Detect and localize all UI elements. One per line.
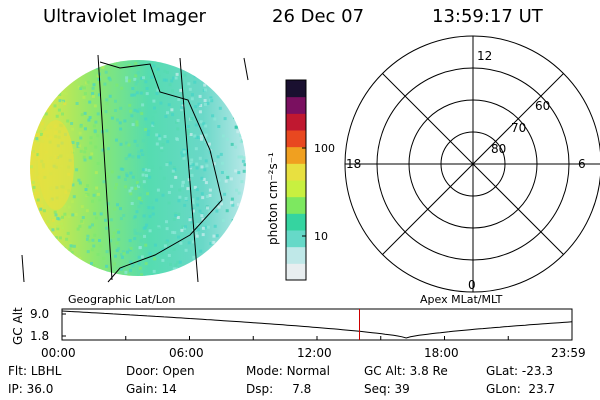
mlat-label-70: 70	[511, 121, 526, 135]
longitude-line-west	[97, 54, 113, 281]
status-value: 14	[161, 382, 177, 396]
status-key: GLon:	[486, 382, 521, 396]
status-glat: GLat: -23.3	[486, 364, 553, 378]
status-key: Door:	[126, 364, 159, 378]
color-bar-band	[286, 246, 306, 264]
altitude-curve	[61, 310, 573, 339]
color-bar-band	[286, 96, 306, 114]
geo-caption: Geographic Lat/Lon	[68, 293, 175, 306]
mlt-label-18: 18	[346, 157, 361, 171]
status-value: 7.8	[292, 382, 312, 396]
timeline-ytick-high: 9.0	[30, 307, 49, 321]
color-bar-band	[286, 230, 306, 248]
instrument-title: Ultraviolet Imager	[43, 6, 206, 27]
status-door: Door: Open	[126, 364, 195, 378]
color-bar-band	[286, 113, 306, 131]
status-seq: Seq: 39	[364, 382, 410, 396]
status-key: Dsp:	[246, 382, 274, 396]
status-ip: IP: 36.0	[8, 382, 53, 396]
color-bar-label: photon cm⁻²s⁻¹	[266, 152, 280, 245]
timeline-xtick-label: 12:00	[297, 346, 332, 360]
timeline-frame	[61, 308, 573, 341]
date-label: 26 Dec 07	[272, 6, 365, 27]
status-value: -23.3	[521, 364, 553, 378]
altitude-timeline: GC Alt 9.0 1.8 00:00 06:00 12:00 18:00 2…	[11, 307, 586, 360]
status-value: 3.8 Re	[409, 364, 448, 378]
color-bar: 100 10 photon cm⁻²s⁻¹	[266, 79, 335, 281]
status-gc-alt: GC Alt: 3.8 Re	[364, 364, 448, 378]
timeline-xtick-label: 00:00	[41, 346, 76, 360]
mlt-label-6: 6	[578, 157, 586, 171]
status-mode: Mode: Normal	[246, 364, 330, 378]
status-glon: GLon: 23.7	[486, 382, 555, 396]
longitude-line-east	[179, 57, 199, 283]
color-bar-band	[286, 213, 306, 231]
status-gain: Gain: 14	[126, 382, 177, 396]
limb-tick	[243, 57, 249, 81]
timeline-xtick-label: 06:00	[169, 346, 204, 360]
color-bar-band	[286, 130, 306, 148]
mlt-label-0: 0	[468, 278, 476, 292]
timeline-axis-label: GC Alt	[11, 307, 25, 345]
status-key: Flt:	[8, 364, 27, 378]
timeline-xtick-label: 23:59	[551, 346, 586, 360]
status-value: Normal	[286, 364, 330, 378]
polar-plot	[344, 35, 600, 293]
color-bar-tick: 100	[314, 142, 335, 155]
color-bar-band	[286, 146, 306, 164]
status-value: Open	[162, 364, 195, 378]
status-dsp: Dsp: 7.8	[246, 382, 311, 396]
status-key: Mode:	[246, 364, 283, 378]
status-value: 23.7	[528, 382, 556, 396]
color-bar-band	[286, 163, 306, 181]
color-bar-band	[286, 196, 306, 214]
status-key: IP:	[8, 382, 23, 396]
color-bar-band	[286, 263, 306, 281]
mlt-label-12: 12	[477, 49, 492, 63]
time-label: 13:59:17 UT	[432, 6, 543, 27]
status-key: GLat:	[486, 364, 519, 378]
status-value: LBHL	[30, 364, 62, 378]
timeline-ytick-low: 1.8	[30, 329, 49, 343]
status-value: 39	[394, 382, 410, 396]
polar-diagonal	[382, 73, 564, 255]
status-key: Gain:	[126, 382, 158, 396]
color-bar-band	[286, 180, 306, 198]
timeline-xtick-label: 18:00	[424, 346, 459, 360]
status-filter: Flt: LBHL	[8, 364, 61, 378]
coastline	[99, 61, 223, 283]
mlat-label-80: 80	[491, 142, 506, 156]
color-bar-frame	[285, 79, 307, 281]
uv-image: Geographic Lat/Lon	[21, 54, 249, 306]
status-value: 36.0	[26, 382, 54, 396]
color-bar-band	[286, 80, 306, 98]
color-bar-tick: 10	[314, 230, 328, 243]
limb-tick	[21, 254, 25, 283]
status-key: GC Alt:	[364, 364, 406, 378]
mlat-label-60: 60	[535, 99, 550, 113]
status-key: Seq:	[364, 382, 391, 396]
apex-caption: Apex MLat/MLT	[420, 293, 503, 306]
